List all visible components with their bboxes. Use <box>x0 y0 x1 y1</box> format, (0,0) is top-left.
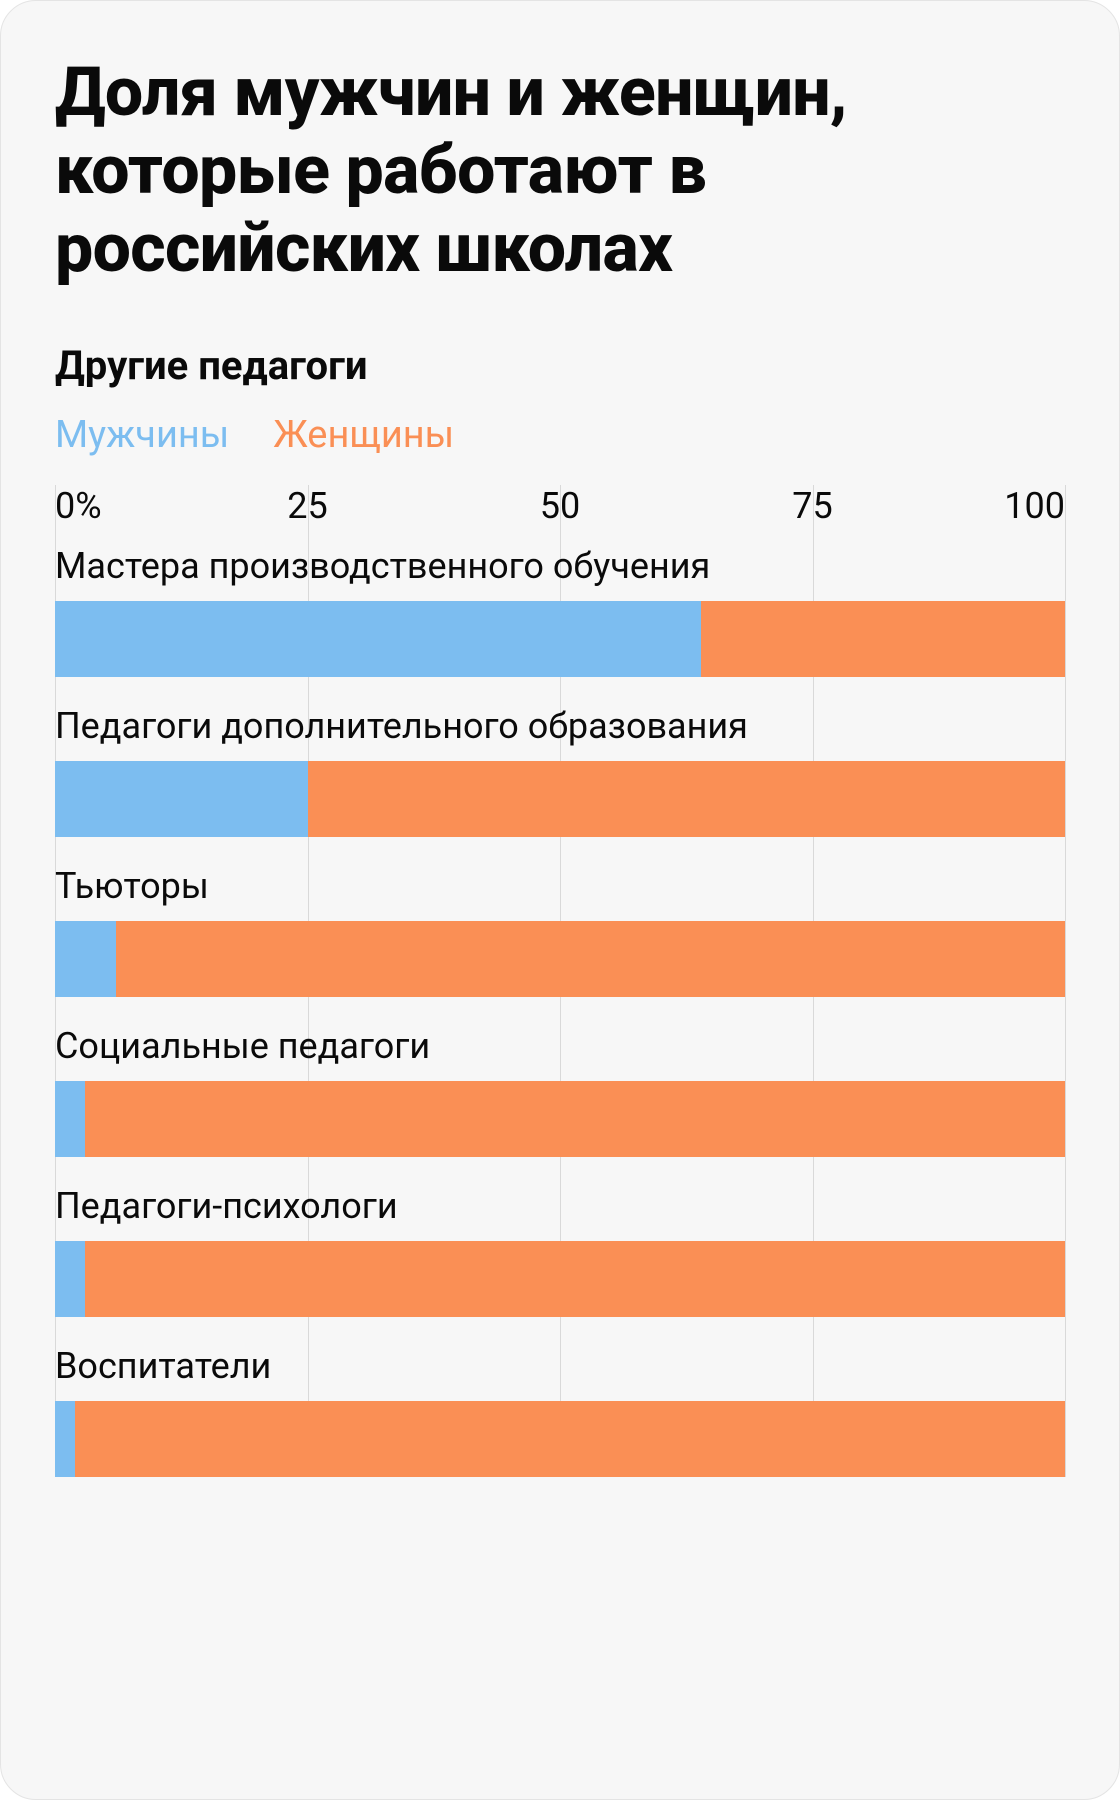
bar-segment-men <box>55 1081 85 1157</box>
axis-tick: 50 <box>540 485 580 527</box>
chart-area: 0% 25 50 75 100 Мастера производственного об… <box>55 485 1065 1477</box>
chart-row: Воспитатели <box>55 1345 1065 1477</box>
bar-segment-women <box>116 921 1065 997</box>
chart-rows: Мастера производственного обучения Педаго… <box>55 545 1065 1477</box>
chart-subtitle: Другие педагоги <box>55 342 1065 389</box>
row-label: Педагоги дополнительного образования <box>55 705 1065 747</box>
bar-segment-women <box>85 1241 1065 1317</box>
x-axis: 0% 25 50 75 100 <box>55 485 1065 535</box>
chart-row: Социальные педагоги <box>55 1025 1065 1157</box>
chart-row: Тьюторы <box>55 865 1065 997</box>
gridline <box>1065 485 1066 1477</box>
chart-title: Доля мужчин и женщин, которые работают в… <box>55 53 1065 288</box>
chart-row: Педагоги-психологи <box>55 1185 1065 1317</box>
bar-segment-men <box>55 921 116 997</box>
stacked-bar <box>55 1081 1065 1157</box>
stacked-bar <box>55 1401 1065 1477</box>
row-label: Тьюторы <box>55 865 1065 907</box>
row-label: Педагоги-психологи <box>55 1185 1065 1227</box>
legend: Мужчины Женщины <box>55 413 1065 457</box>
bar-segment-men <box>55 1241 85 1317</box>
row-label: Мастера производственного обучения <box>55 545 1065 587</box>
legend-women: Женщины <box>273 413 454 457</box>
bar-segment-men <box>55 1401 75 1477</box>
bar-segment-men <box>55 601 701 677</box>
axis-tick: 25 <box>287 485 327 527</box>
stacked-bar <box>55 1241 1065 1317</box>
stacked-bar <box>55 761 1065 837</box>
axis-tick: 75 <box>792 485 832 527</box>
chart-row: Педагоги дополнительного образования <box>55 705 1065 837</box>
bar-segment-women <box>701 601 1065 677</box>
legend-men: Мужчины <box>55 413 229 457</box>
stacked-bar <box>55 601 1065 677</box>
chart-row: Мастера производственного обучения <box>55 545 1065 677</box>
chart-card: Доля мужчин и женщин, которые работают в… <box>0 0 1120 1800</box>
stacked-bar <box>55 921 1065 997</box>
row-label: Воспитатели <box>55 1345 1065 1387</box>
bar-segment-women <box>85 1081 1065 1157</box>
bar-segment-women <box>308 761 1066 837</box>
row-label: Социальные педагоги <box>55 1025 1065 1067</box>
axis-tick: 0% <box>55 485 102 527</box>
bar-segment-men <box>55 761 308 837</box>
axis-tick: 100 <box>1004 485 1065 527</box>
bar-segment-women <box>75 1401 1065 1477</box>
